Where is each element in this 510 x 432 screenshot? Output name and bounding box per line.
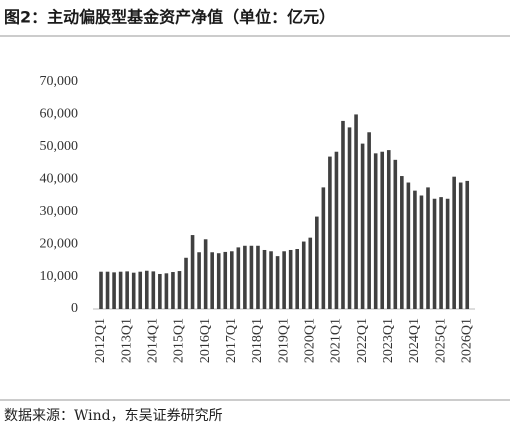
bar <box>131 272 136 309</box>
bar <box>151 271 156 309</box>
bar <box>138 271 143 309</box>
bar <box>216 253 221 309</box>
bar <box>445 198 450 309</box>
bar <box>171 272 175 309</box>
bar <box>256 245 260 309</box>
x-tick-label: 2025Q1 <box>433 318 448 363</box>
x-tick-label: 2019Q1 <box>276 318 291 363</box>
bar <box>334 151 339 309</box>
bar <box>203 239 208 309</box>
x-tick-label: 2021Q1 <box>329 318 344 363</box>
bar <box>112 272 116 309</box>
x-tick-label: 2016Q1 <box>198 318 213 363</box>
bar <box>432 198 437 309</box>
bar <box>458 182 463 309</box>
bar <box>262 249 267 309</box>
y-tick-label: 40,000 <box>40 172 79 187</box>
bar <box>360 143 365 309</box>
x-tick-label: 2014Q1 <box>146 318 161 363</box>
x-tick-label: 2026Q1 <box>459 318 474 363</box>
bar <box>282 251 286 309</box>
bar <box>373 153 378 309</box>
bar <box>223 251 228 309</box>
bar <box>393 159 398 309</box>
bar <box>400 176 404 309</box>
chart-title: 图2：主动偏股型基金资产净值（单位：亿元） <box>4 8 335 27</box>
bar <box>380 151 385 309</box>
y-tick-label: 20,000 <box>40 236 79 251</box>
bar <box>210 252 214 309</box>
x-tick-label: 2020Q1 <box>302 318 317 363</box>
bar <box>301 241 306 309</box>
bar <box>419 195 424 309</box>
bar <box>413 190 417 309</box>
bar <box>315 216 319 309</box>
y-tick-label: 50,000 <box>40 139 79 154</box>
bar <box>275 256 280 309</box>
bar <box>452 176 456 309</box>
x-tick-label: 2023Q1 <box>381 318 396 363</box>
y-tick-label: 60,000 <box>40 107 79 122</box>
bar <box>99 271 103 309</box>
bar <box>406 182 411 309</box>
bar <box>190 235 195 309</box>
bar <box>354 114 358 309</box>
bar <box>341 120 345 310</box>
y-tick-label: 30,000 <box>40 204 79 219</box>
bar <box>197 252 201 309</box>
bar <box>164 273 169 309</box>
source: 数据来源：Wind，东吴证券研究所 <box>4 408 223 424</box>
x-tick-label: 2013Q1 <box>119 318 134 363</box>
bar <box>177 271 182 309</box>
x-tick-label: 2015Q1 <box>172 318 187 363</box>
bar <box>295 249 299 309</box>
bar <box>158 273 162 309</box>
bar <box>367 132 371 309</box>
bar <box>386 150 391 309</box>
bar <box>184 257 188 309</box>
y-tick-label: 70,000 <box>40 74 79 89</box>
bar <box>125 271 129 309</box>
bar <box>308 237 313 309</box>
bar <box>243 245 247 309</box>
bar <box>439 197 443 309</box>
y-tick-label: 0 <box>71 301 78 316</box>
bar <box>230 251 234 309</box>
bar <box>426 187 430 309</box>
bar <box>105 271 110 309</box>
bar <box>249 245 254 309</box>
x-tick-label: 2012Q1 <box>93 318 108 363</box>
bar <box>288 249 293 309</box>
bar <box>321 187 326 309</box>
bar <box>269 251 273 309</box>
x-tick-label: 2022Q1 <box>355 318 370 363</box>
bar <box>118 271 123 309</box>
x-tick-label: 2017Q1 <box>224 318 239 363</box>
x-tick-label: 2018Q1 <box>250 318 265 363</box>
bar <box>144 270 149 309</box>
bar <box>328 156 332 309</box>
x-tick-label: 2024Q1 <box>407 318 422 363</box>
y-tick-label: 10,000 <box>40 269 79 284</box>
bar <box>465 180 470 309</box>
bar <box>347 127 352 310</box>
bar <box>236 247 241 309</box>
